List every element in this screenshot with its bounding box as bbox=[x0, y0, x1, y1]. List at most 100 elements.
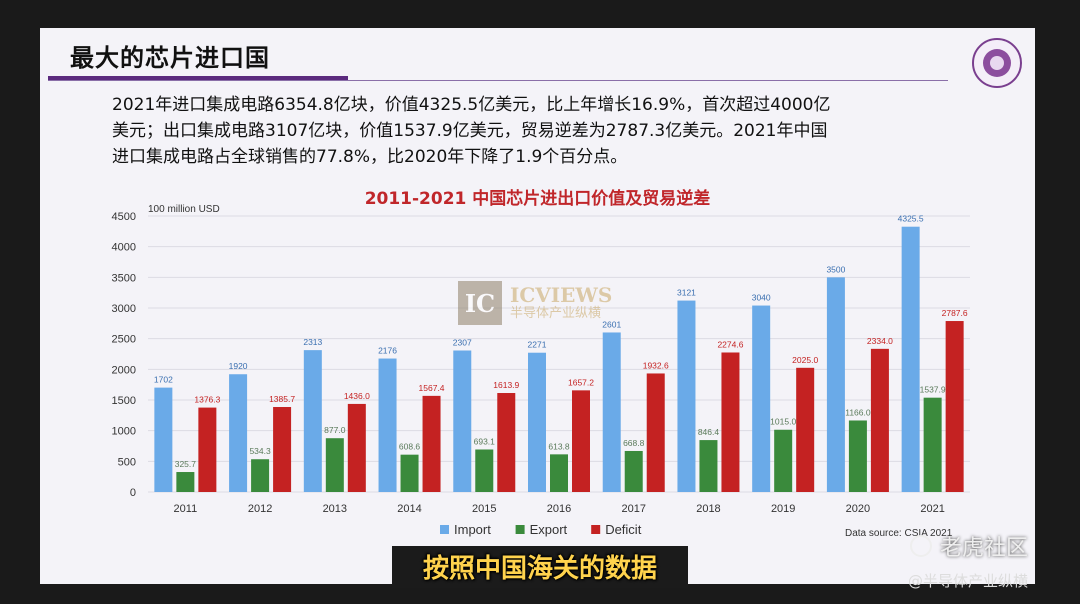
x-tick-label: 2015 bbox=[472, 503, 496, 515]
bar-deficit bbox=[497, 393, 516, 492]
data-label-deficit: 1436.0 bbox=[344, 391, 370, 401]
bar-export bbox=[624, 450, 643, 492]
x-tick-label: 2016 bbox=[547, 503, 571, 515]
bar-deficit bbox=[422, 395, 441, 492]
tiger-logo-icon bbox=[910, 535, 932, 557]
data-label-deficit: 1613.9 bbox=[493, 380, 519, 390]
data-label-deficit: 2274.6 bbox=[717, 339, 743, 349]
data-label-import: 2601 bbox=[602, 319, 621, 329]
data-label-deficit: 1376.3 bbox=[194, 395, 220, 405]
data-label-import: 2307 bbox=[453, 338, 472, 348]
bar-deficit bbox=[198, 407, 217, 492]
subtitle-backdrop bbox=[392, 546, 688, 588]
legend-label-deficit: Deficit bbox=[605, 522, 642, 537]
y-tick-label: 3000 bbox=[112, 303, 136, 315]
data-label-export: 325.7 bbox=[175, 459, 197, 469]
data-label-export: 1015.0 bbox=[770, 417, 796, 427]
data-label-import: 1702 bbox=[154, 375, 173, 385]
data-label-import: 3500 bbox=[826, 264, 845, 274]
bar-import bbox=[528, 352, 546, 492]
bar-import bbox=[752, 305, 771, 492]
bar-deficit bbox=[870, 348, 889, 492]
x-tick-label: 2020 bbox=[846, 503, 870, 515]
bar-import bbox=[154, 387, 173, 492]
x-tick-label: 2018 bbox=[696, 503, 720, 515]
university-seal-icon bbox=[972, 38, 1022, 88]
author-credit: @半导体产业纵横 bbox=[908, 572, 1029, 590]
data-label-import: 2176 bbox=[378, 346, 397, 356]
data-label-deficit: 2025.0 bbox=[792, 355, 818, 365]
legend-label-export: Export bbox=[530, 522, 568, 537]
bar-deficit bbox=[347, 403, 366, 492]
bar-export bbox=[774, 429, 793, 492]
y-tick-label: 4000 bbox=[112, 242, 136, 254]
bar-deficit bbox=[796, 367, 815, 492]
x-tick-label: 2021 bbox=[920, 503, 944, 515]
bar-export bbox=[848, 420, 867, 492]
bar-import bbox=[378, 358, 397, 492]
data-label-export: 693.1 bbox=[474, 436, 496, 446]
bar-import bbox=[901, 226, 920, 492]
data-label-export: 608.6 bbox=[399, 442, 421, 452]
bar-export bbox=[325, 438, 344, 492]
y-tick-label: 4500 bbox=[112, 211, 136, 223]
watermark-line1: ICVIEWS bbox=[510, 283, 613, 307]
data-label-export: 846.4 bbox=[698, 427, 720, 437]
community-watermark: 老虎社区 bbox=[910, 530, 1028, 562]
data-label-deficit: 1567.4 bbox=[419, 383, 445, 393]
bar-export bbox=[400, 454, 419, 492]
bar-deficit bbox=[945, 321, 964, 492]
x-tick-label: 2011 bbox=[174, 503, 198, 515]
bar-deficit bbox=[273, 407, 292, 492]
data-label-export: 1166.0 bbox=[845, 407, 871, 417]
legend-swatch-import bbox=[440, 525, 449, 534]
bar-import bbox=[677, 300, 696, 492]
data-label-import: 3040 bbox=[752, 293, 771, 303]
data-label-import: 2271 bbox=[528, 340, 547, 350]
legend-swatch-deficit bbox=[591, 525, 601, 534]
x-tick-label: 2019 bbox=[771, 503, 795, 515]
data-label-deficit: 1657.2 bbox=[568, 377, 594, 387]
bar-export bbox=[475, 449, 494, 492]
data-label-import: 2313 bbox=[303, 337, 322, 347]
y-tick-label: 500 bbox=[118, 456, 136, 468]
paragraph-line: 2021年进口集成电路6354.8亿块，价值4325.5亿美元，比上年增长16.… bbox=[112, 95, 831, 115]
data-source-label: Data source: CSIA 2021 bbox=[845, 528, 953, 539]
data-label-deficit: 2334.0 bbox=[867, 336, 893, 346]
bar-deficit bbox=[646, 373, 665, 492]
data-label-import: 1920 bbox=[229, 361, 248, 371]
data-label-export: 668.8 bbox=[623, 438, 645, 448]
title-divider bbox=[48, 80, 948, 81]
data-label-export: 877.0 bbox=[324, 425, 346, 435]
bar-export bbox=[251, 459, 270, 492]
x-tick-label: 2017 bbox=[621, 503, 645, 515]
bar-export bbox=[923, 397, 942, 492]
data-label-deficit: 1932.6 bbox=[643, 360, 669, 370]
y-tick-label: 0 bbox=[130, 487, 136, 499]
legend-label-import: Import bbox=[454, 522, 491, 537]
watermark-line2: 半导体产业纵横 bbox=[510, 306, 602, 321]
paragraph-line: 进口集成电路占全球销售的77.8%，比2020年下降了1.9个百分点。 bbox=[112, 147, 628, 167]
title-accent-bar bbox=[48, 76, 348, 81]
legend-swatch-export bbox=[515, 525, 525, 534]
unit-label: 100 million USD bbox=[148, 204, 220, 215]
data-label-deficit: 1385.7 bbox=[269, 394, 295, 404]
data-label-deficit: 2787.6 bbox=[942, 308, 968, 318]
bar-import bbox=[602, 332, 621, 492]
data-label-import: 3121 bbox=[677, 288, 696, 298]
y-tick-label: 3500 bbox=[112, 272, 136, 284]
bar-import bbox=[229, 374, 248, 492]
data-label-import: 4325.5 bbox=[898, 214, 924, 224]
data-label-export: 613.8 bbox=[548, 441, 570, 451]
y-tick-label: 2000 bbox=[112, 364, 136, 376]
y-tick-label: 1000 bbox=[112, 426, 136, 438]
chart-title: 2011-2021 中国芯片进出口价值及贸易逆差 bbox=[364, 189, 711, 209]
data-label-export: 534.3 bbox=[249, 446, 271, 456]
y-tick-label: 1500 bbox=[112, 395, 136, 407]
x-tick-label: 2014 bbox=[397, 503, 421, 515]
watermark-logo: IC bbox=[458, 281, 502, 325]
x-tick-label: 2013 bbox=[323, 503, 347, 515]
bar-deficit bbox=[572, 390, 590, 492]
video-subtitle: 按照中国海关的数据 bbox=[422, 554, 657, 584]
summary-paragraph: 2021年进口集成电路6354.8亿块，价值4325.5亿美元，比上年增长16.… bbox=[112, 92, 992, 170]
